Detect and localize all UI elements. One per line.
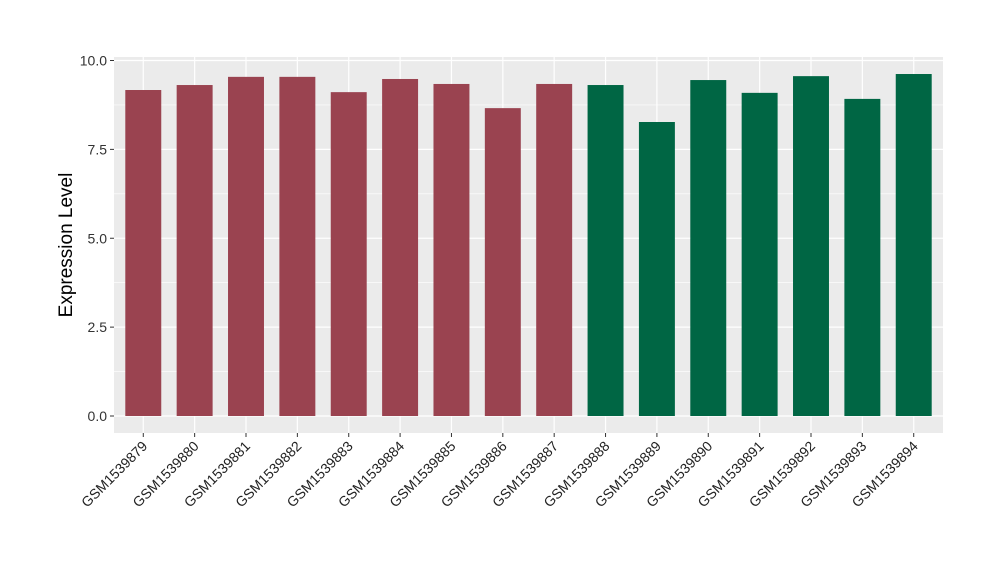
- bar-GSM1539887: [536, 83, 573, 416]
- bar-GSM1539889: [638, 122, 675, 417]
- bar-GSM1539884: [382, 78, 419, 417]
- bar-GSM1539891: [741, 92, 778, 417]
- x-axis: GSM1539879GSM1539880GSM1539881GSM1539882…: [78, 433, 921, 510]
- y-tick-label: 0.0: [88, 408, 108, 424]
- bar-GSM1539893: [844, 98, 881, 417]
- bar-GSM1539882: [279, 76, 316, 416]
- bar-GSM1539886: [484, 108, 521, 417]
- y-tick-label: 7.5: [88, 141, 108, 157]
- bar-GSM1539881: [228, 76, 264, 416]
- y-axis: 0.0 2.5 5.0 7.5 10.0: [80, 53, 114, 424]
- bar-GSM1539879: [125, 90, 162, 416]
- y-tick-label: 10.0: [80, 53, 107, 69]
- bars: [125, 74, 932, 417]
- bar-GSM1539880: [176, 85, 213, 416]
- y-tick-label: 2.5: [88, 319, 108, 335]
- bar-GSM1539888: [587, 85, 624, 416]
- bar-GSM1539892: [793, 76, 829, 416]
- bar-GSM1539885: [433, 83, 470, 416]
- bar-GSM1539883: [330, 92, 367, 417]
- bar-GSM1539890: [690, 80, 727, 417]
- y-axis-label: Expression Level: [56, 173, 77, 318]
- bar-GSM1539894: [895, 74, 932, 416]
- y-tick-label: 5.0: [88, 230, 108, 246]
